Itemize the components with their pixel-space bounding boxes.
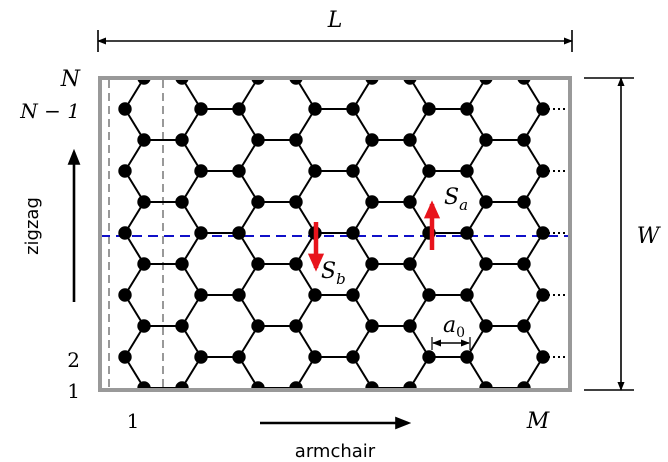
atom-filled: [536, 164, 550, 178]
atom-filled: [194, 226, 208, 240]
atom-filled: [118, 226, 132, 240]
ribbon-frame: [98, 76, 572, 392]
atom-filled: [365, 319, 379, 333]
atom-filled: [194, 288, 208, 302]
atom-filled: [118, 102, 132, 116]
atom-filled: [346, 102, 360, 116]
atom-filled: [403, 133, 417, 147]
atom-filled: [403, 257, 417, 271]
lattice-atoms: [118, 78, 550, 390]
atom-filled: [365, 195, 379, 209]
atom-filled: [289, 319, 303, 333]
atom-filled: [536, 226, 550, 240]
lattice-bonds: [124, 78, 544, 389]
atom-filled: [118, 288, 132, 302]
atom-filled: [460, 226, 474, 240]
atom-filled: [422, 102, 436, 116]
spin-a-label: Sa: [444, 185, 468, 214]
atom-filled: [137, 257, 151, 271]
atom-filled: [365, 133, 379, 147]
edge-dotted-bonds: [548, 108, 570, 358]
atom-filled: [308, 102, 322, 116]
atom-filled: [346, 164, 360, 178]
width-label: W: [637, 224, 662, 249]
atom-filled: [118, 350, 132, 364]
atom-filled: [479, 257, 493, 271]
length-label: L: [327, 8, 343, 33]
atom-filled: [517, 195, 531, 209]
atom-filled: [137, 133, 151, 147]
atom-filled: [175, 257, 189, 271]
atom-filled: [536, 288, 550, 302]
atom-filled: [194, 102, 208, 116]
atom-filled: [517, 133, 531, 147]
atom-filled: [251, 133, 265, 147]
atom-filled: [517, 319, 531, 333]
atom-filled: [289, 133, 303, 147]
zigzag-direction: zigzag: [22, 148, 81, 302]
atom-filled: [194, 350, 208, 364]
atom-filled: [346, 226, 360, 240]
atom-filled: [479, 133, 493, 147]
atom-filled: [479, 319, 493, 333]
atom-filled: [194, 164, 208, 178]
row-label-second: N − 1: [19, 99, 80, 123]
atom-filled: [289, 195, 303, 209]
atom-filled: [460, 102, 474, 116]
row-label-2: 2: [67, 348, 80, 372]
atom-filled: [137, 195, 151, 209]
atom-filled: [479, 195, 493, 209]
atom-filled: [517, 257, 531, 271]
atom-filled: [460, 350, 474, 364]
atom-filled: [422, 350, 436, 364]
atom-filled: [232, 164, 246, 178]
atom-filled: [251, 195, 265, 209]
atom-filled: [346, 288, 360, 302]
atom-filled: [251, 319, 265, 333]
atom-filled: [536, 350, 550, 364]
atom-filled: [536, 102, 550, 116]
row-label-1: 1: [67, 379, 80, 403]
armchair-label: armchair: [295, 441, 376, 462]
atom-filled: [118, 164, 132, 178]
width-dimension: W: [584, 77, 662, 391]
spin-b: Sb: [307, 222, 346, 288]
spin-b-label: Sb: [321, 259, 346, 288]
atom-filled: [308, 350, 322, 364]
atom-filled: [232, 288, 246, 302]
atom-filled: [422, 288, 436, 302]
atom-filled: [365, 257, 379, 271]
atom-filled: [460, 288, 474, 302]
col-label-first: 1: [127, 409, 140, 433]
zigzag-label: zigzag: [22, 197, 43, 255]
atom-filled: [251, 257, 265, 271]
atom-filled: [137, 319, 151, 333]
col-label-last: M: [526, 409, 550, 434]
atom-filled: [460, 164, 474, 178]
row-label-top: N: [60, 67, 81, 92]
atom-filled: [308, 164, 322, 178]
atom-filled: [232, 350, 246, 364]
atom-filled: [308, 288, 322, 302]
armchair-direction: armchair: [260, 416, 412, 462]
atom-filled: [232, 102, 246, 116]
length-dimension: L: [97, 8, 573, 52]
atom-filled: [175, 133, 189, 147]
atom-filled: [403, 319, 417, 333]
lattice-constant-label: a0: [443, 313, 465, 341]
atom-filled: [422, 164, 436, 178]
atom-filled: [232, 226, 246, 240]
spin-a: Sa: [423, 185, 468, 250]
atom-filled: [175, 319, 189, 333]
atom-filled: [289, 257, 303, 271]
atom-filled: [346, 350, 360, 364]
atom-filled: [175, 195, 189, 209]
atom-filled: [403, 195, 417, 209]
lattice-constant: a0: [431, 313, 471, 350]
